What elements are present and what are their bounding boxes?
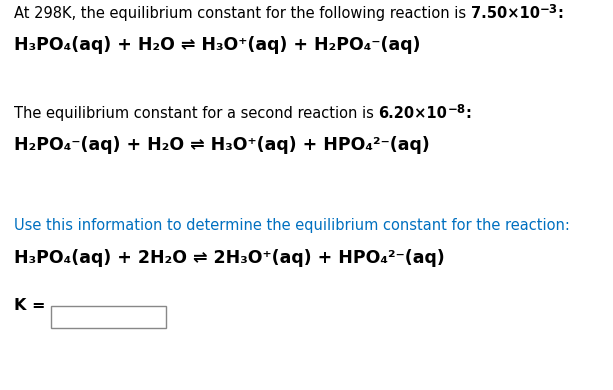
Text: −8: −8 — [447, 103, 465, 116]
Text: :: : — [465, 106, 471, 121]
Text: Use this information to determine the equilibrium constant for the reaction:: Use this information to determine the eq… — [14, 218, 570, 233]
Text: At 298K, the equilibrium constant for the following reaction is: At 298K, the equilibrium constant for th… — [14, 6, 471, 21]
Text: H₃PO₄(aq) + 2H₂O ⇌ 2H₃O⁺(aq) + HPO₄²⁻(aq): H₃PO₄(aq) + 2H₂O ⇌ 2H₃O⁺(aq) + HPO₄²⁻(aq… — [14, 249, 445, 267]
Text: H₂PO₄⁻(aq) + H₂O ⇌ H₃O⁺(aq) + HPO₄²⁻(aq): H₂PO₄⁻(aq) + H₂O ⇌ H₃O⁺(aq) + HPO₄²⁻(aq) — [14, 136, 430, 154]
Text: H₃PO₄(aq) + H₂O ⇌ H₃O⁺(aq) + H₂PO₄⁻(aq): H₃PO₄(aq) + H₂O ⇌ H₃O⁺(aq) + H₂PO₄⁻(aq) — [14, 36, 421, 54]
Text: :: : — [558, 6, 563, 21]
Text: The equilibrium constant for a second reaction is: The equilibrium constant for a second re… — [14, 106, 378, 121]
Text: −3: −3 — [540, 3, 558, 16]
Text: 7.50×10: 7.50×10 — [471, 6, 540, 21]
Text: K =: K = — [14, 298, 51, 313]
Text: 6.20×10: 6.20×10 — [378, 106, 447, 121]
